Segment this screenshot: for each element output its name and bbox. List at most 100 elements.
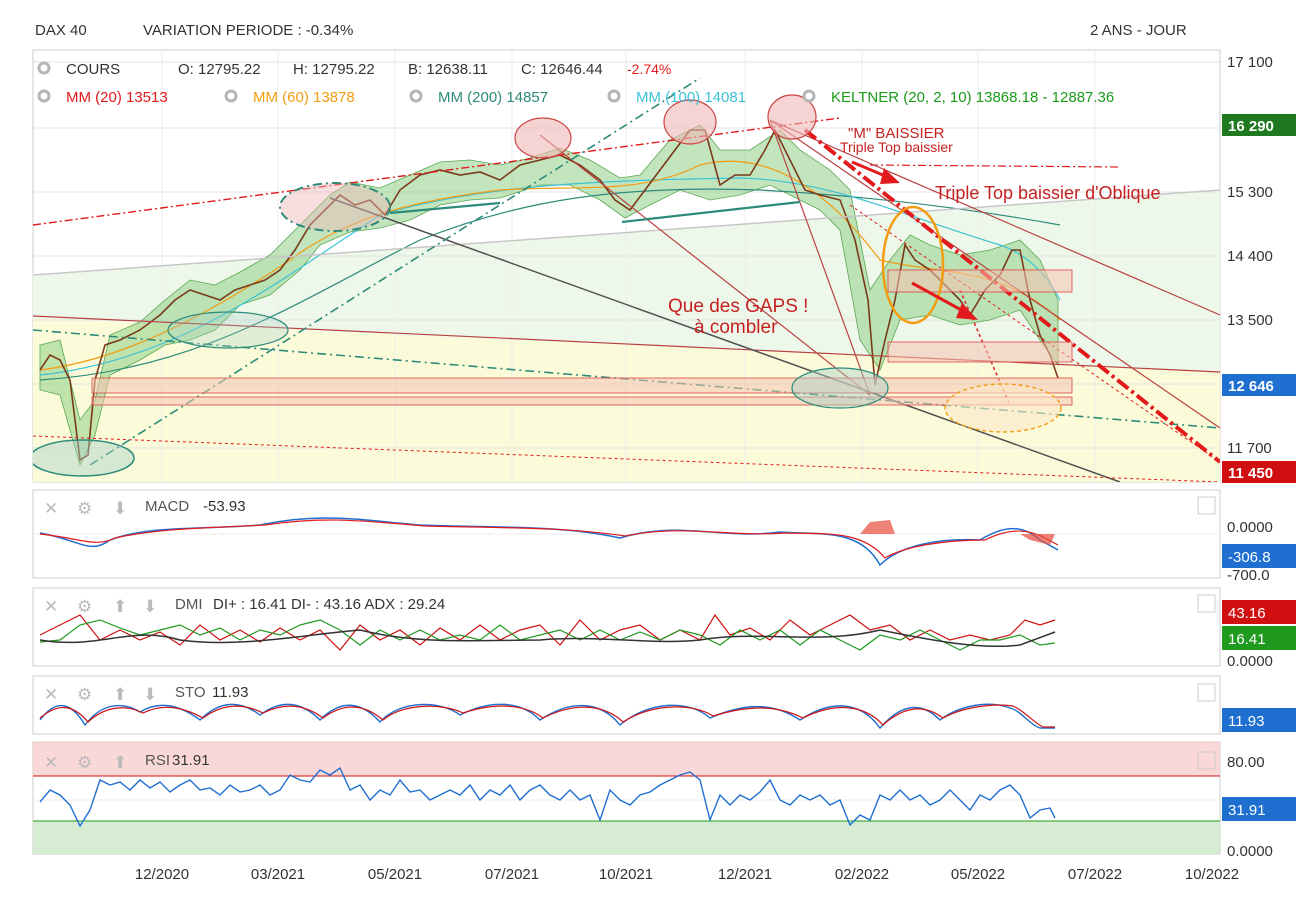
m-leg-2 — [539, 134, 871, 396]
gear-icon[interactable]: ⚙ — [77, 597, 92, 616]
dmi-maximize[interactable] — [1197, 594, 1216, 613]
keltner-band — [39, 124, 1059, 467]
gap-zone-2 — [91, 396, 1073, 406]
gear-icon[interactable] — [37, 89, 51, 103]
main-vgrid — [161, 50, 1096, 482]
bearish-arrows — [851, 160, 978, 320]
price-tag-11450: 11 450 — [1228, 465, 1273, 482]
y-tick: 17 100 — [1227, 54, 1273, 71]
di-minus-tag: 43.16 — [1228, 605, 1266, 622]
x-tick-label: 12/2021 — [718, 866, 772, 883]
x-tick-label: 03/2021 — [251, 866, 305, 883]
chart-header: DAX 40 VARIATION PERIODE : -0.34% 2 ANS … — [0, 0, 1310, 50]
gear-icon[interactable] — [37, 61, 51, 75]
price-tags: 16 290 12 646 11 450 — [1222, 114, 1296, 483]
macd-maximize[interactable] — [1197, 496, 1216, 515]
price-tag-16290: 16 290 — [1228, 118, 1274, 135]
gap-zone-3 — [887, 341, 1073, 363]
sto-value: 11.93 — [212, 684, 248, 701]
down-channel-top — [769, 119, 1220, 316]
rsi-label: RSI — [145, 752, 170, 769]
indicator-legend-item: MM (100) 14081 — [636, 89, 746, 106]
rsi-overbought-zone — [33, 742, 1220, 776]
dmi-legend: ✕ ⚙ ⬆ ⬇ DMI DI+ : 16.41 DI- : 43.16 ADX … — [44, 596, 445, 616]
di-minus-line — [39, 613, 1056, 651]
arrow-up-icon[interactable]: ⬆ — [113, 685, 127, 704]
x-tick-label: 05/2022 — [951, 866, 1005, 883]
main-y-axis: 17 100 15 300 14 400 13 500 11 700 — [1227, 54, 1273, 457]
x-tick-label: 12/2020 — [135, 866, 189, 883]
x-tick-label: 07/2022 — [1068, 866, 1122, 883]
indicator-legend-item: KELTNER (20, 2, 10) 13868.18 - 12887.36 — [831, 89, 1114, 106]
rsi-oversold-zone — [33, 821, 1220, 854]
macd-tick: 0.0000 — [1227, 519, 1273, 536]
gear-icon[interactable]: ⚙ — [77, 499, 92, 518]
close-icon[interactable]: ✕ — [44, 685, 58, 704]
close-icon[interactable]: ✕ — [44, 753, 58, 772]
y-tick: 15 300 — [1227, 184, 1273, 201]
arrow-down-icon[interactable]: ⬇ — [113, 499, 127, 518]
price-tag-bg — [1222, 374, 1296, 396]
gear-icon[interactable] — [802, 89, 816, 103]
sto-label: STO — [175, 684, 206, 701]
gap-zone-1 — [91, 377, 1073, 394]
teal-neckline-2 — [621, 200, 801, 224]
price-tag-bg — [1222, 461, 1296, 483]
macd-label: MACD — [145, 498, 189, 515]
dmi-label: DMI — [175, 596, 203, 613]
sto-d-line — [39, 704, 1055, 728]
sto-tag: 11.93 — [1228, 713, 1264, 730]
channel-top — [33, 315, 1220, 373]
arrow-down-icon[interactable]: ⬇ — [143, 685, 157, 704]
top-ellipse-1 — [514, 117, 572, 159]
gear-icon[interactable] — [607, 89, 621, 103]
period-selector[interactable]: 2 ANS - JOUR — [1090, 22, 1187, 39]
macd-legend: ✕ ⚙ ⬇ MACD -53.93 — [44, 498, 246, 518]
annotation-gaps-2: à combler — [694, 317, 778, 338]
gear-icon[interactable]: ⚙ — [77, 685, 92, 704]
arrow-up-icon[interactable]: ⬆ — [113, 597, 127, 616]
pullback-ellipse — [167, 311, 289, 349]
price-line — [39, 128, 1059, 462]
gap-zone-4 — [887, 269, 1073, 293]
macd-histogram — [860, 520, 1055, 545]
arrow-up-icon[interactable]: ⬆ — [113, 753, 127, 772]
dmi-tag-bg — [1222, 600, 1296, 624]
price-tag-bg — [1222, 114, 1296, 136]
gear-icon[interactable] — [409, 89, 423, 103]
ohlc-close: C: 12646.44 — [521, 61, 603, 78]
gear-icon[interactable] — [224, 89, 238, 103]
indicator-legend-item: MM (20) 13513 — [66, 89, 168, 106]
period-variation: VARIATION PERIODE : -0.34% — [143, 22, 354, 39]
m-leg — [769, 119, 871, 396]
grey-trendline — [33, 189, 1220, 276]
arrow-down-icon[interactable]: ⬇ — [143, 597, 157, 616]
mm100-line — [39, 177, 1061, 376]
dmi-panel — [32, 587, 1221, 667]
x-tick-label: 05/2021 — [368, 866, 422, 883]
chart-annotations: "M" BAISSIER Triple Top baissier Triple … — [668, 125, 1161, 338]
sto-tag-bg — [1222, 708, 1296, 732]
rsi-tag-bg — [1222, 797, 1296, 821]
gear-icon[interactable]: ⚙ — [77, 753, 92, 772]
dark-trendline — [329, 197, 1121, 482]
macd-value: -53.93 — [203, 498, 246, 515]
ohlc-open: O: 12795.22 — [178, 61, 261, 78]
rsi-value: 31.91 — [172, 752, 210, 769]
x-tick-label: 02/2022 — [835, 866, 889, 883]
rsi-line — [39, 766, 1056, 828]
annotation-m-baissier: "M" BAISSIER — [848, 125, 945, 142]
close-icon[interactable]: ✕ — [44, 499, 58, 518]
close-icon[interactable]: ✕ — [44, 597, 58, 616]
cours-label: COURS — [66, 61, 120, 78]
low-ellipse — [33, 439, 135, 477]
target-ellipse — [944, 383, 1062, 433]
di-plus-line — [39, 619, 1056, 651]
sto-maximize[interactable] — [1197, 683, 1216, 702]
rsi-maximize[interactable] — [1197, 751, 1216, 770]
price-tag-last: 12 646 — [1228, 378, 1274, 395]
top-ellipse-2 — [663, 99, 717, 145]
mm60-line — [39, 160, 1061, 371]
teal-neckline-1 — [389, 201, 501, 215]
